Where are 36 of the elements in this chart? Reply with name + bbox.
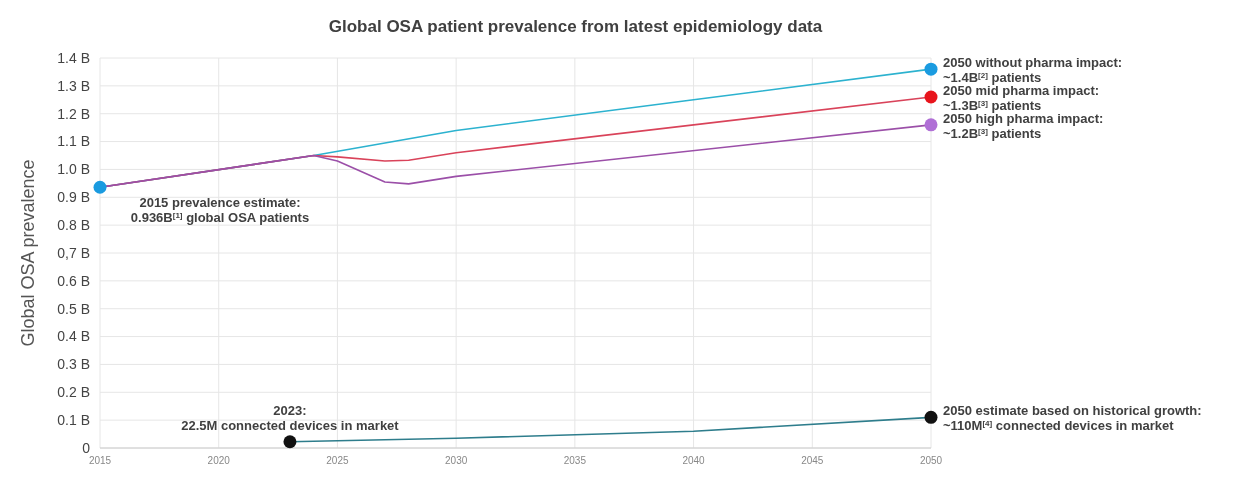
y-tick-label: 0.8 B bbox=[57, 217, 90, 234]
y-tick-label: 1.1 B bbox=[57, 133, 90, 150]
x-tick-label: 2045 bbox=[801, 455, 824, 466]
y-tick-label: 0,7 B bbox=[57, 244, 90, 261]
point bbox=[924, 118, 938, 132]
y-tick-label: 1.4 B bbox=[57, 49, 90, 66]
annotation: 2015 prevalence estimate: 0.936B$^{[1]}$ global OSA patients bbox=[130, 195, 310, 226]
x-tick-label: 2040 bbox=[682, 455, 706, 466]
point bbox=[924, 90, 938, 104]
y-tick-label: 0.4 B bbox=[57, 328, 90, 345]
annotation: 2050 mid pharma impact: ~1.3B$^{[3]}$ patients bbox=[943, 83, 1100, 113]
point bbox=[924, 410, 938, 424]
x-tick-label: 2025 bbox=[326, 455, 349, 466]
annotation: 2050 without pharma impact: ~1.4B$^{[2]}$ patients bbox=[943, 55, 1123, 86]
y-tick-label: 0.3 B bbox=[57, 356, 90, 373]
y-tick-label: 0 bbox=[82, 439, 91, 456]
y-tick-label: 0.5 B bbox=[57, 300, 90, 317]
point bbox=[924, 62, 938, 76]
annotation: 2050 estimate based on historical growth: ~110M$^{[4]}$ connected devices in market bbox=[943, 403, 1202, 434]
y-axis-title: Global OSA prevalence bbox=[18, 159, 38, 347]
point bbox=[93, 180, 107, 194]
y-tick-label: 0.1 B bbox=[57, 412, 90, 429]
x-tick-label: 2020 bbox=[207, 455, 231, 466]
x-tick-label: 2030 bbox=[445, 455, 468, 466]
y-tick-label: 0.9 B bbox=[57, 189, 90, 206]
y-tick-label: 0.6 B bbox=[57, 272, 90, 289]
chart-title: Global OSA patient prevalence from latest epidemiology data bbox=[328, 17, 823, 36]
x-tick-label: 2015 bbox=[88, 455, 112, 466]
y-tick-label: 1.2 B bbox=[57, 105, 90, 122]
x-tick-label: 2050 bbox=[919, 455, 943, 466]
point bbox=[283, 435, 297, 449]
y-tick-label: 1.3 B bbox=[57, 77, 90, 94]
y-tick-label: 1.0 B bbox=[57, 161, 90, 178]
y-tick-label: 0.2 B bbox=[57, 384, 90, 401]
annotation: 2023: 22.5M connected devices in market bbox=[181, 402, 400, 433]
x-tick-label: 2035 bbox=[563, 455, 587, 466]
